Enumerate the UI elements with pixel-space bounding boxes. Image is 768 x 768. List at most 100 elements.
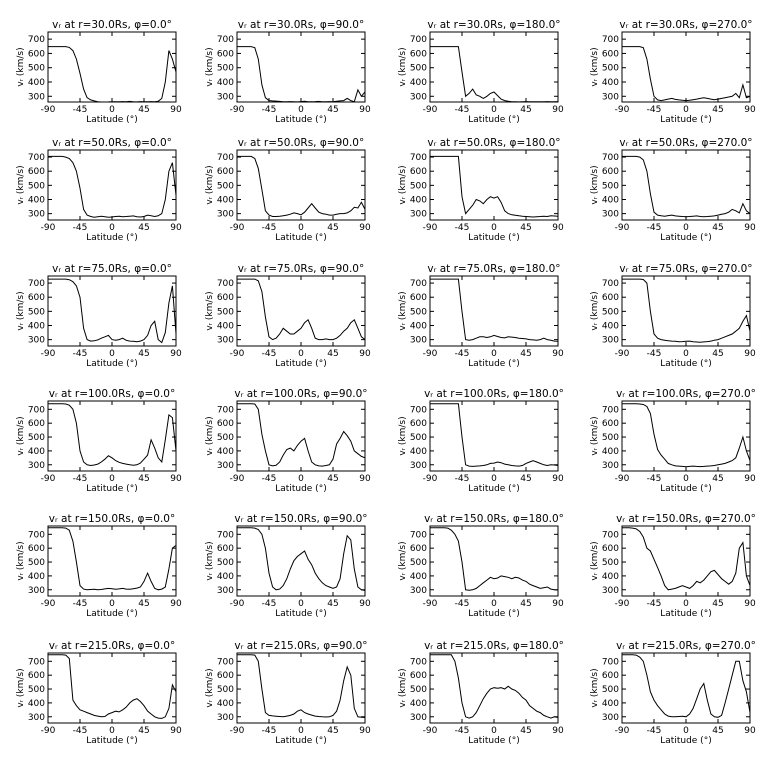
x-tick-label: -45 (455, 474, 470, 484)
y-tick-label: 700 (410, 35, 427, 45)
series-line (622, 278, 750, 343)
x-tick-label: 45 (327, 599, 338, 609)
panel-title: vᵣ at r=30.0Rs, φ=0.0° (52, 19, 172, 31)
panel-title: vᵣ at r=100.0Rs, φ=0.0° (49, 388, 175, 400)
panel-title: vᵣ at r=30.0Rs, φ=180.0° (427, 19, 560, 31)
plot-frame (47, 275, 177, 347)
plot-frame (47, 525, 177, 597)
y-tick-label: 500 (410, 64, 427, 74)
y-tick-label: 700 (602, 279, 619, 289)
x-tick-label: -45 (647, 349, 662, 359)
x-tick-label: 45 (520, 223, 531, 233)
x-tick-label: 45 (327, 105, 338, 115)
y-tick-label: 400 (28, 447, 45, 457)
y-tick-label: 600 (602, 544, 619, 554)
y-tick-label: 600 (217, 544, 234, 554)
x-axis-label: Latitude (°) (275, 736, 326, 746)
x-tick-label: 45 (138, 105, 149, 115)
y-tick-label: 500 (28, 307, 45, 317)
x-tick-label: 0 (491, 599, 497, 609)
y-tick-label: 300 (602, 92, 619, 102)
y-axis-label: vᵣ (km/s) (398, 47, 408, 86)
y-tick-label: 700 (602, 35, 619, 45)
y-axis-label: vᵣ (km/s) (16, 541, 26, 580)
series-line (48, 654, 176, 719)
x-axis-label: Latitude (°) (660, 736, 711, 746)
x-tick-label: -90 (423, 223, 438, 233)
plot-frame (236, 275, 366, 347)
x-tick-label: 0 (298, 223, 304, 233)
x-axis-label: Latitude (°) (275, 609, 326, 619)
y-tick-label: 600 (410, 167, 427, 177)
plot-frame (429, 149, 559, 221)
x-tick-label: 45 (138, 726, 149, 736)
x-tick-label: 90 (170, 474, 182, 484)
x-tick-label: -90 (615, 726, 630, 736)
panel-7: vᵣ at r=50.0Rs, φ=180.0° -90 -45 0 45 90 300 40… (398, 137, 564, 243)
panel-5: vᵣ at r=50.0Rs, φ=0.0° -90 -45 0 45 90 300 400 5… (16, 137, 182, 243)
panel-12: vᵣ at r=75.0Rs, φ=270.0° -90 -45 0 45 90 300 40… (590, 263, 756, 369)
y-tick-label: 700 (410, 530, 427, 540)
y-tick-label: 600 (217, 671, 234, 681)
x-tick-label: 45 (712, 349, 723, 359)
y-tick-label: 600 (602, 49, 619, 59)
y-tick-label: 400 (28, 699, 45, 709)
x-tick-label: 0 (683, 726, 689, 736)
y-tick-label: 400 (410, 78, 427, 88)
plot-frame (236, 149, 366, 221)
plot-frame (621, 275, 751, 347)
y-tick-label: 300 (217, 92, 234, 102)
x-axis-label: Latitude (°) (468, 484, 519, 494)
series-line (48, 403, 176, 467)
y-axis-label: vᵣ (km/s) (205, 541, 215, 580)
y-tick-label: 500 (602, 181, 619, 191)
y-tick-label: 300 (602, 336, 619, 346)
y-tick-label: 600 (28, 671, 45, 681)
y-tick-label: 300 (217, 461, 234, 471)
y-tick-label: 300 (410, 92, 427, 102)
y-axis-label: vᵣ (km/s) (205, 165, 215, 204)
y-tick-label: 300 (410, 713, 427, 723)
x-tick-label: -45 (455, 349, 470, 359)
y-tick-label: 600 (602, 419, 619, 429)
x-tick-label: 90 (552, 474, 564, 484)
y-tick-label: 300 (410, 461, 427, 471)
x-tick-label: -45 (262, 105, 277, 115)
y-tick-label: 500 (217, 64, 234, 74)
y-tick-label: 600 (602, 671, 619, 681)
y-tick-label: 400 (602, 447, 619, 457)
x-tick-label: 45 (138, 599, 149, 609)
y-tick-label: 700 (217, 657, 234, 667)
panel-title: vᵣ at r=215.0Rs, φ=90.0° (234, 640, 367, 652)
plot-frame (621, 400, 751, 472)
series-line (622, 527, 750, 591)
panel-title: vᵣ at r=30.0Rs, φ=90.0° (238, 19, 364, 31)
panel-title: vᵣ at r=75.0Rs, φ=90.0° (238, 263, 364, 275)
panel-title: vᵣ at r=150.0Rs, φ=90.0° (234, 513, 367, 525)
y-tick-label: 700 (602, 153, 619, 163)
y-tick-label: 600 (28, 293, 45, 303)
y-tick-label: 300 (217, 210, 234, 220)
x-tick-label: -90 (230, 474, 245, 484)
y-tick-label: 600 (410, 419, 427, 429)
panel-15: vᵣ at r=100.0Rs, φ=180.0° -90 -45 0 45 90 300 4… (398, 388, 564, 494)
x-axis-label: Latitude (°) (660, 233, 711, 243)
x-tick-label: 0 (298, 105, 304, 115)
x-tick-label: 0 (491, 474, 497, 484)
y-tick-label: 700 (602, 530, 619, 540)
x-tick-label: -45 (647, 105, 662, 115)
y-tick-label: 500 (28, 558, 45, 568)
plot-frame (47, 400, 177, 472)
x-tick-label: 45 (520, 599, 531, 609)
y-axis-label: vᵣ (km/s) (205, 668, 215, 707)
x-tick-label: 0 (683, 599, 689, 609)
panel-title: vᵣ at r=50.0Rs, φ=180.0° (427, 137, 560, 149)
y-tick-label: 700 (410, 405, 427, 415)
y-tick-label: 500 (602, 685, 619, 695)
x-tick-label: 45 (712, 223, 723, 233)
plot-frame (236, 652, 366, 724)
plot-frame (47, 149, 177, 221)
y-tick-label: 600 (217, 49, 234, 59)
y-tick-label: 400 (602, 321, 619, 331)
x-tick-label: -45 (73, 726, 88, 736)
